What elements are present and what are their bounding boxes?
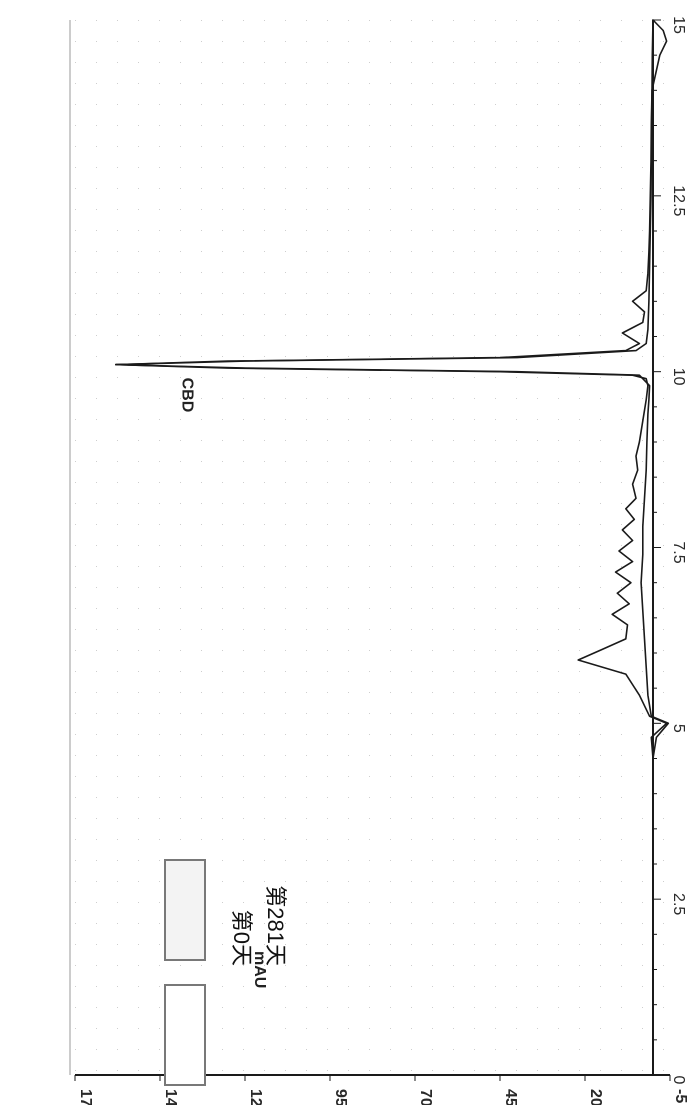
x-tick-label: 7.5 (670, 541, 687, 563)
legend-label-1: 第281天 (263, 885, 288, 966)
x-tick-label: 10 (670, 368, 687, 386)
y-tick-label: -5 (672, 1089, 689, 1103)
x-tick-label: 12.5 (670, 185, 687, 216)
chromatogram-chart: -520457095120145170mAU02.557.51012.515CB… (0, 0, 694, 1105)
x-tick-label: 0 (670, 1076, 687, 1085)
x-tick-label: 5 (670, 724, 687, 733)
y-tick-label: 70 (417, 1089, 434, 1105)
y-tick-label: 120 (247, 1089, 264, 1105)
x-tick-label: 15 (670, 16, 687, 34)
y-tick-label: 170 (77, 1089, 94, 1105)
y-tick-label: 20 (587, 1089, 604, 1105)
legend-label-0: 第0天 (229, 910, 254, 966)
y-tick-label: 95 (332, 1089, 349, 1105)
legend-swatch-1 (165, 985, 205, 1085)
x-tick-label: 2.5 (670, 893, 687, 915)
y-tick-label: 145 (162, 1089, 179, 1105)
y-tick-label: 45 (502, 1089, 519, 1105)
legend-swatch-0 (165, 860, 205, 960)
peak-label-cbd: CBD (179, 378, 196, 413)
chart-canvas: -520457095120145170mAU02.557.51012.515CB… (0, 0, 694, 1105)
